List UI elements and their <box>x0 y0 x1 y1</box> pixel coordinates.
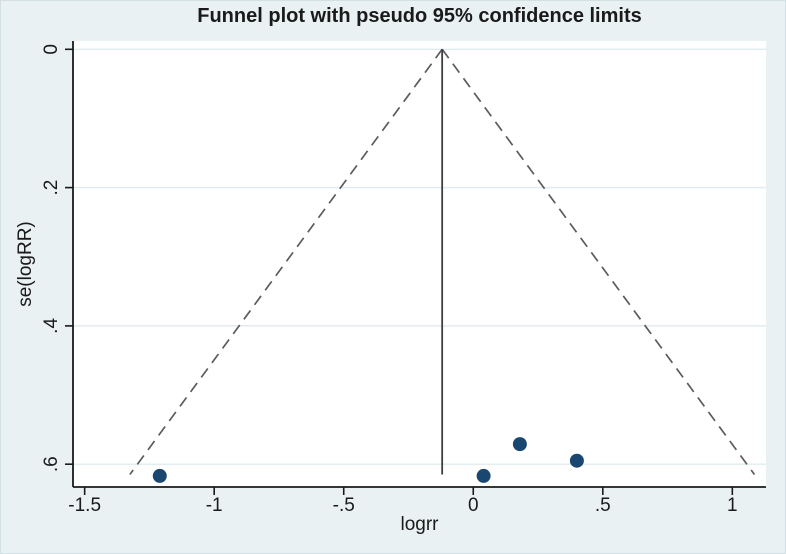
data-point <box>569 453 584 468</box>
x-tick-label: .5 <box>595 495 611 516</box>
y-tick-label: .6 <box>41 456 62 472</box>
x-tick-label: -.5 <box>333 495 355 516</box>
y-tick-label: .2 <box>41 180 62 196</box>
x-tick-label: -1.5 <box>68 495 101 516</box>
x-tick-label: -1 <box>206 495 223 516</box>
y-tick-label: 0 <box>41 44 62 55</box>
funnel-ci-line-left <box>129 48 443 476</box>
x-tick-label: 0 <box>468 495 479 516</box>
y-tick-label: .4 <box>41 318 62 334</box>
plot-area <box>73 41 766 487</box>
funnel-ci-line-right <box>441 48 756 476</box>
x-tick-label: 1 <box>727 495 738 516</box>
x-axis-label: logrr <box>400 514 439 535</box>
data-point <box>512 437 527 452</box>
data-point <box>152 468 167 483</box>
chart-title: Funnel plot with pseudo 95% confidence l… <box>197 5 642 27</box>
data-point <box>476 468 491 483</box>
